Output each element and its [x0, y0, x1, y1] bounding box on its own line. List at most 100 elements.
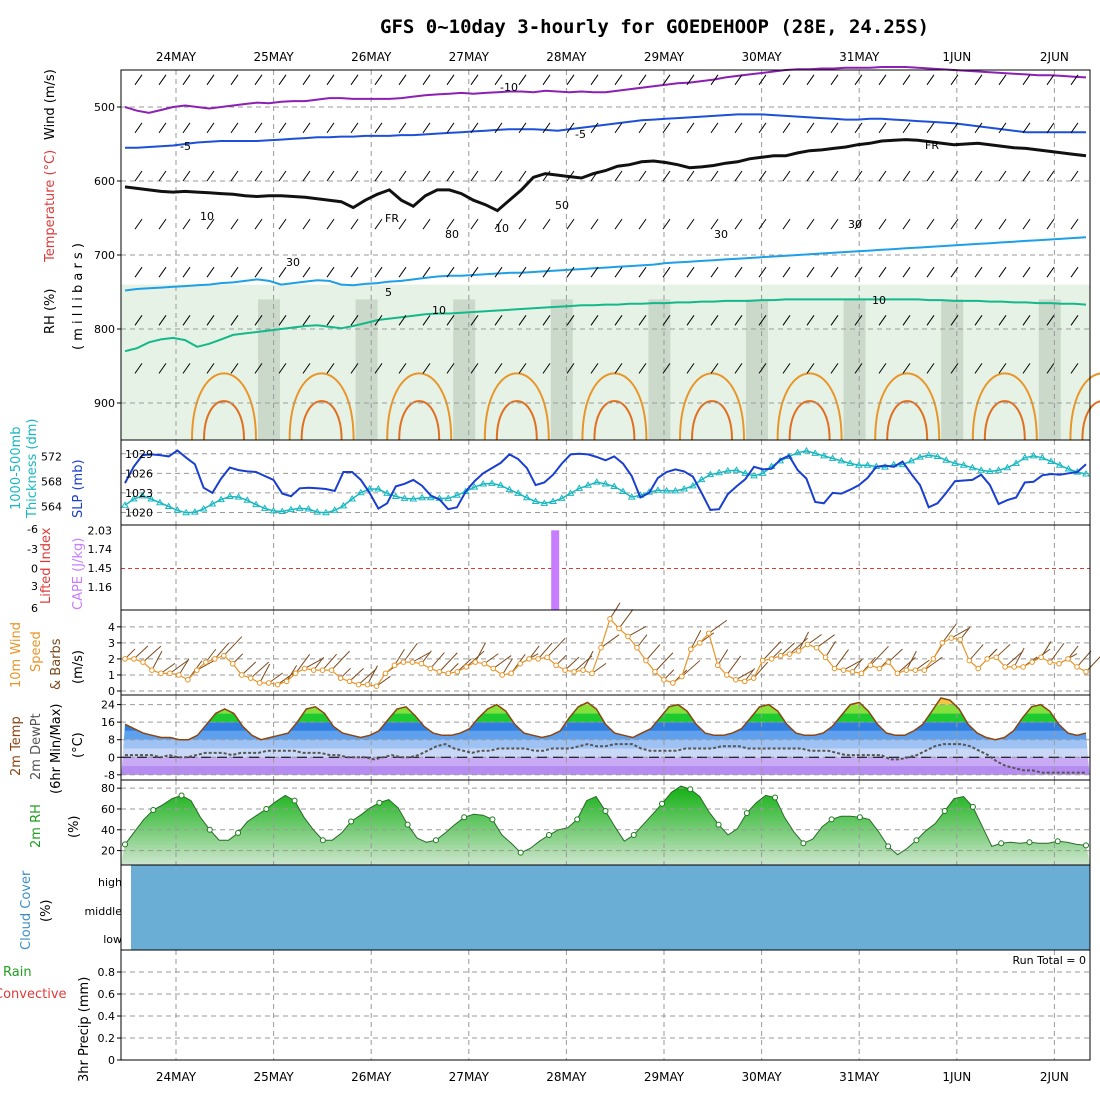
thickness-marker [723, 466, 732, 474]
upper-wind-barb [830, 266, 839, 278]
upper-wind-barb [854, 122, 863, 134]
thickness-marker [977, 466, 986, 473]
upper-wind-barb [926, 74, 935, 86]
upper-wind-barb [494, 363, 503, 374]
thickness-marker [295, 504, 304, 511]
upper-wind-barb [446, 218, 455, 230]
thickness-marker [715, 468, 723, 476]
upper-wind-barb [1046, 74, 1055, 86]
thickness-marker [662, 486, 671, 494]
thickness-marker [863, 461, 872, 468]
upper-wind-barb [590, 122, 599, 134]
upper-wind-barb [158, 363, 167, 374]
label-precip-3hr: 3hr Precip (mm) [77, 977, 92, 1082]
upper-wind-barb [974, 315, 983, 326]
wind-speed-marker [849, 668, 856, 675]
thickness-marker [854, 461, 863, 468]
wind-barb [627, 626, 647, 637]
lifted-tick-label: -6 [27, 523, 38, 536]
top-date-label: 31MAY [839, 50, 880, 64]
wind-barb [1004, 650, 1024, 668]
wind-speed-marker [427, 665, 434, 672]
upper-wind-barb [734, 363, 743, 374]
upper-wind-barb [950, 315, 959, 326]
wind-barb [465, 650, 485, 668]
thickness-marker [951, 459, 959, 466]
wind-barb [726, 655, 742, 676]
upper-wind-barb [782, 266, 791, 278]
isotherm-label: FR [385, 212, 399, 225]
upper-wind-barb [302, 170, 311, 182]
thickness-marker [959, 461, 968, 468]
upper-wind-barb [710, 170, 719, 182]
label-thickness-units: Thickness (dm) [25, 419, 40, 519]
thickness-marker [505, 485, 514, 493]
label-cloud-cover: Cloud Cover [19, 870, 34, 950]
wind-barb [358, 668, 377, 685]
upper-wind-barb [302, 363, 311, 374]
upper-wind-barb [446, 363, 455, 374]
wind-speed-marker [1065, 656, 1071, 662]
upper-wind-barb [422, 74, 431, 86]
cloud-cover-fill [131, 865, 1090, 950]
wind-speed-marker [256, 680, 263, 686]
isotherm-label: -10 [500, 81, 518, 94]
upper-wind-barb [542, 315, 551, 326]
upper-wind-barb [1046, 122, 1055, 134]
upper-wind-barb [590, 170, 599, 182]
upper-wind-barb [230, 266, 239, 278]
rh-marker [461, 814, 468, 821]
upper-wind-barb [734, 266, 743, 278]
rh-shade-column [843, 299, 866, 440]
wind-barb [331, 650, 350, 671]
label-precip-total: Total / Rain [0, 965, 32, 980]
wind-speed-marker [346, 678, 353, 685]
wind-barb [915, 659, 930, 671]
wind-speed-marker [885, 659, 892, 665]
rh-marker [885, 843, 892, 850]
upper-wind-barb [686, 266, 695, 278]
rh-marker [828, 816, 835, 823]
upper-wind-barb [1022, 315, 1031, 326]
upper-wind-barb [470, 315, 479, 326]
rh-marker [969, 803, 976, 810]
isotherm-label: 5 [385, 286, 392, 299]
thickness-marker [278, 507, 287, 514]
upper-wind-barb [638, 218, 647, 230]
top-date-label: 1JUN [942, 50, 971, 64]
upper-wind-barb [806, 74, 815, 86]
rh-marker [1054, 838, 1061, 845]
rh-marker [122, 841, 128, 848]
wind-barb [259, 663, 271, 684]
warm-isotherm-inner [398, 400, 441, 441]
upper-wind-barb [974, 266, 983, 278]
rh-shade-column [941, 299, 964, 440]
upper-wind-barb [1022, 170, 1031, 182]
thickness-marker [601, 480, 610, 487]
upper-wind-barb [950, 218, 959, 230]
wind-barb [807, 634, 822, 645]
upper-wind-barb [686, 74, 695, 86]
upper-wind-barb [902, 170, 911, 182]
pressure-tick-label: 900 [94, 397, 115, 410]
upper-wind-barb [206, 218, 215, 230]
upper-wind-barb [134, 315, 143, 326]
wind-speed-marker [634, 644, 640, 651]
upper-wind-barb [206, 74, 215, 86]
pressure-tick-label: 800 [94, 323, 115, 336]
precip-panel: 0.8 0.6 0.4 0.2 0 Run Total = 0 [98, 949, 1091, 1067]
thickness-marker [549, 497, 557, 504]
upper-wind-barb [158, 218, 167, 230]
upper-wind-barb [878, 363, 887, 374]
upper-wind-barb [326, 122, 335, 134]
wind-barb [753, 661, 769, 679]
upper-wind-barb [278, 122, 287, 134]
chart-title-text: GFS 0~10day 3-hourly for GOEDEHOOP (28E,… [380, 16, 929, 38]
wind-speed-marker [813, 644, 820, 651]
bottom-date-label: 1JUN [942, 1070, 971, 1084]
wind-speed-marker [185, 676, 191, 683]
upper-wind-barb [926, 170, 935, 182]
isotherm-label: 10 [495, 222, 509, 235]
wind-speed-marker [247, 675, 254, 681]
